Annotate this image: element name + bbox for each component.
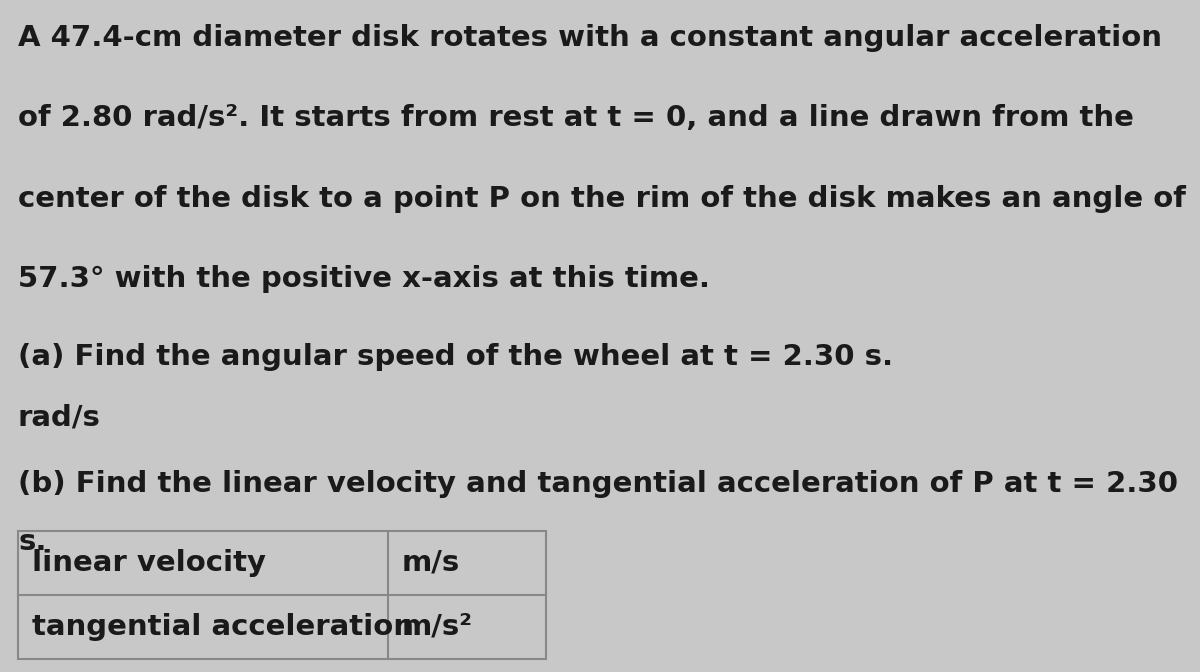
Text: A 47.4-cm diameter disk rotates with a constant angular acceleration: A 47.4-cm diameter disk rotates with a c…: [18, 24, 1162, 52]
Text: (a) Find the angular speed of the wheel at t = 2.30 s.: (a) Find the angular speed of the wheel …: [18, 343, 893, 371]
Text: m/s²: m/s²: [402, 613, 473, 640]
Text: of 2.80 rad/s². It starts from rest at t = 0, and a line drawn from the: of 2.80 rad/s². It starts from rest at t…: [18, 104, 1134, 132]
Text: m/s: m/s: [402, 549, 461, 577]
Text: 57.3° with the positive x-axis at this time.: 57.3° with the positive x-axis at this t…: [18, 265, 710, 294]
Text: (b) Find the linear velocity and tangential acceleration of P at t = 2.30: (b) Find the linear velocity and tangent…: [18, 470, 1178, 499]
Text: rad/s: rad/s: [18, 403, 101, 431]
Text: linear velocity: linear velocity: [32, 549, 266, 577]
Text: tangential acceleration: tangential acceleration: [32, 613, 414, 640]
FancyBboxPatch shape: [18, 531, 546, 659]
Text: s.: s.: [18, 528, 47, 556]
Text: center of the disk to a point P on the rim of the disk makes an angle of: center of the disk to a point P on the r…: [18, 185, 1186, 213]
